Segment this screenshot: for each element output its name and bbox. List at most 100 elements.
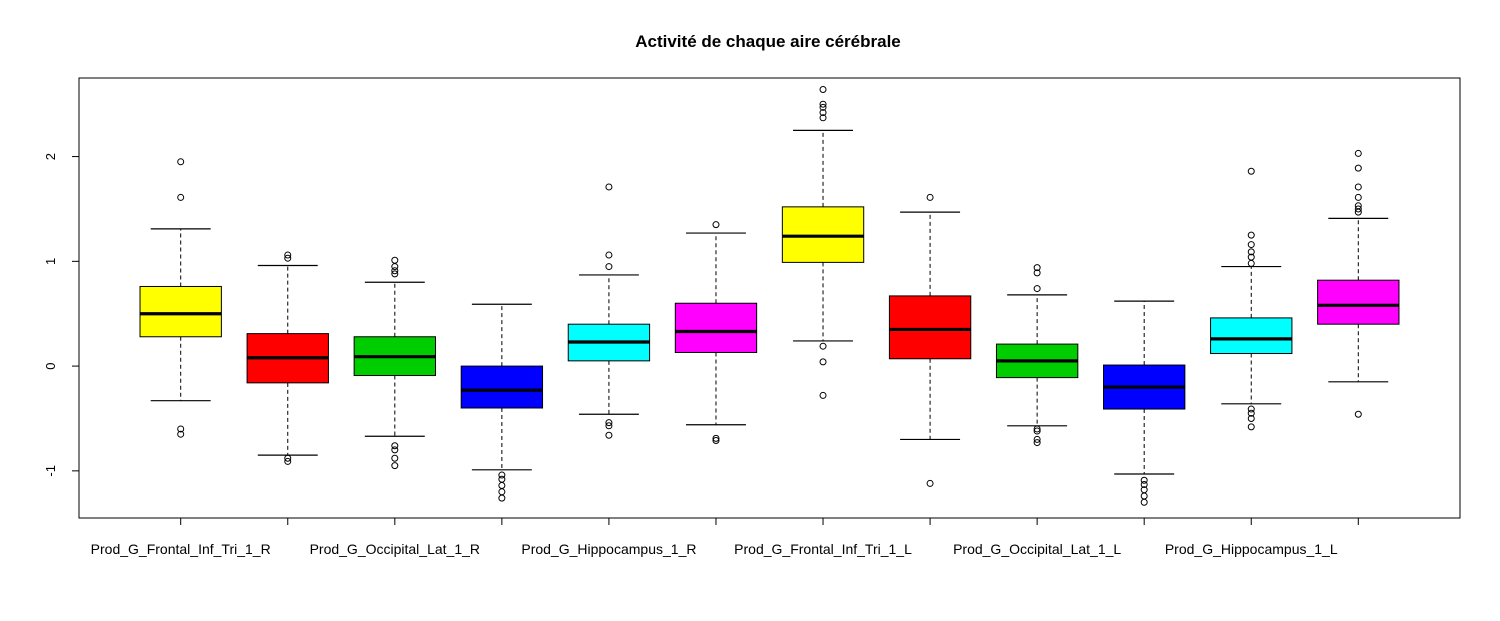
box-6 — [674, 221, 758, 444]
outlier-point — [391, 270, 399, 278]
outlier-point — [605, 422, 613, 430]
outlier-point — [1354, 149, 1362, 157]
y-tick-label: -1 — [43, 465, 58, 477]
outlier-point — [498, 494, 506, 502]
outlier-point — [1247, 241, 1255, 249]
x-tick-label: Prod_G_Hippocampus_1_L — [1165, 541, 1338, 557]
outlier-point — [1354, 193, 1362, 201]
outlier-point — [926, 193, 934, 201]
box-body — [1210, 317, 1293, 355]
outlier-point — [1354, 208, 1362, 216]
outlier-point — [284, 457, 292, 465]
box-10 — [1103, 300, 1186, 506]
outlier-point — [177, 430, 185, 438]
outlier-point — [498, 471, 506, 479]
outlier-point — [605, 431, 613, 439]
outlier-point — [1247, 405, 1255, 413]
outlier-point — [284, 251, 292, 259]
box-2 — [246, 251, 329, 465]
outlier-point — [498, 488, 506, 496]
outlier-point — [1033, 269, 1041, 277]
outlier-point — [819, 114, 827, 122]
outlier-point — [926, 479, 934, 487]
outlier-point — [391, 446, 399, 454]
plot-frame — [78, 77, 1461, 519]
outlier-point — [605, 419, 613, 427]
box-12 — [1317, 149, 1400, 418]
outlier-point — [819, 103, 827, 111]
outlier-point — [605, 251, 613, 259]
outlier-point — [819, 86, 827, 94]
box-4 — [460, 303, 544, 502]
outlier-point — [1354, 164, 1362, 172]
outlier-point — [391, 454, 399, 462]
y-tick-label: 0 — [43, 362, 58, 369]
outlier-point — [177, 425, 185, 433]
box-body — [888, 295, 972, 360]
outlier-point — [1247, 259, 1255, 267]
outlier-point — [1247, 423, 1255, 431]
outlier-point — [1247, 231, 1255, 239]
outlier-point — [605, 183, 613, 191]
box-body — [139, 285, 222, 338]
outlier-point — [177, 193, 185, 201]
outlier-point — [819, 391, 827, 399]
x-axis: Prod_G_Frontal_Inf_Tri_1_R Prod_G_Occipit… — [91, 518, 1359, 557]
outlier-point — [1140, 498, 1148, 506]
x-tick-label: Prod_G_Frontal_Inf_Tri_1_L — [734, 541, 912, 557]
outlier-point — [498, 482, 506, 490]
outlier-point — [605, 263, 613, 271]
outlier-point — [1033, 439, 1041, 447]
box-1 — [139, 158, 222, 438]
y-tick-label: 2 — [43, 153, 58, 160]
outlier-point — [1247, 414, 1255, 422]
outlier-point — [1140, 480, 1148, 488]
x-tick-label: Prod_G_Frontal_Inf_Tri_1_R — [91, 541, 271, 557]
outlier-point — [1247, 248, 1255, 256]
outlier-point — [1033, 285, 1041, 293]
outlier-point — [712, 221, 720, 229]
x-tick-label: Prod_G_Hippocampus_1_R — [521, 541, 696, 557]
outlier-point — [1033, 435, 1041, 443]
box-9 — [995, 264, 1079, 447]
outlier-point — [391, 256, 399, 264]
outlier-point — [284, 454, 292, 462]
outlier-point — [1247, 167, 1255, 175]
box-5 — [567, 183, 651, 439]
outlier-point — [391, 442, 399, 450]
outlier-point — [712, 434, 720, 442]
outlier-point — [819, 358, 827, 366]
outlier-point — [1247, 409, 1255, 417]
x-tick-label: Prod_G_Occipital_Lat_1_R — [310, 541, 480, 557]
outlier-point — [819, 109, 827, 117]
box-8 — [888, 193, 972, 487]
box-body — [674, 302, 758, 353]
box-3 — [353, 256, 436, 470]
outlier-point — [391, 462, 399, 470]
outlier-point — [391, 263, 399, 271]
outlier-point — [712, 436, 720, 444]
outlier-point — [177, 158, 185, 166]
outlier-point — [498, 475, 506, 483]
outlier-point — [1354, 410, 1362, 418]
outlier-point — [1354, 205, 1362, 213]
y-axis: -1 0 1 2 — [43, 153, 79, 477]
outlier-point — [1140, 476, 1148, 484]
box-11 — [1210, 167, 1293, 431]
y-tick-label: 1 — [43, 258, 58, 265]
box-7 — [781, 86, 865, 399]
outlier-point — [1140, 492, 1148, 500]
outlier-point — [819, 100, 827, 108]
outlier-point — [1033, 264, 1041, 272]
outlier-point — [1033, 425, 1041, 433]
boxes-group — [139, 86, 1400, 506]
outlier-point — [284, 254, 292, 262]
chart-title: Activité de chaque aire cérébrale — [635, 32, 901, 51]
box-body — [1317, 279, 1400, 325]
box-body — [460, 365, 544, 409]
x-tick-label: Prod_G_Occipital_Lat_1_L — [953, 541, 1121, 557]
outlier-point — [1354, 183, 1362, 191]
outlier-point — [1033, 427, 1041, 435]
